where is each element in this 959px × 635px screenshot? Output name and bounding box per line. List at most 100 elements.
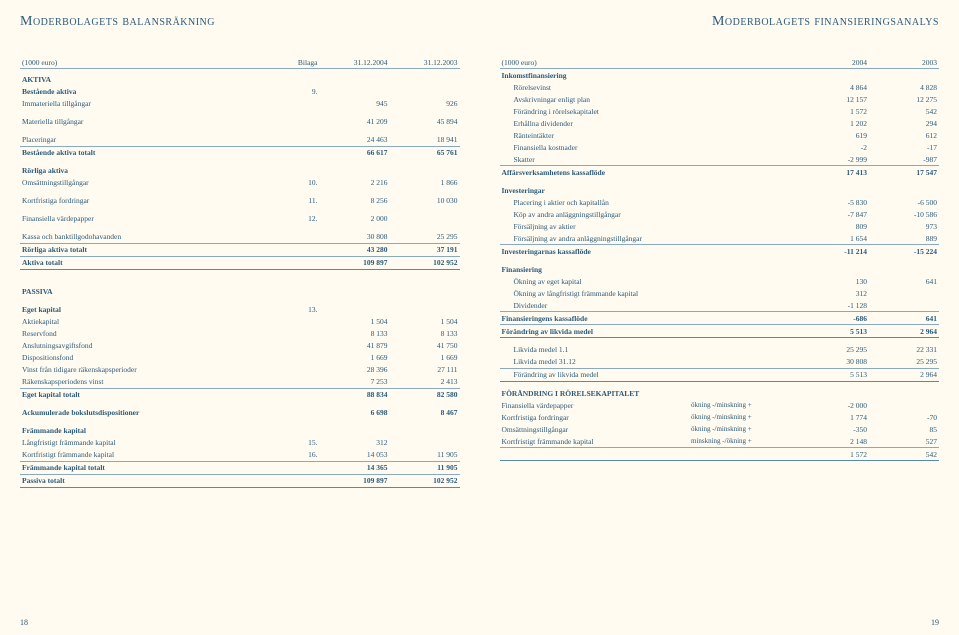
row-v1: 1 504 bbox=[320, 316, 390, 328]
table-row: Dividender -1 128 bbox=[500, 299, 940, 311]
row-label: Investeringarnas kassaflöde bbox=[500, 245, 690, 258]
row-v1 bbox=[799, 184, 869, 196]
table-row: Kortfristiga fordringarökning -/minsknin… bbox=[500, 411, 940, 423]
row-label: Försäljning av aktier bbox=[500, 220, 690, 232]
table-row: Likvida medel 31.1230 80825 295 bbox=[500, 356, 940, 368]
row-v2: 542 bbox=[869, 448, 939, 461]
table-row: Köp av andra anläggningstillgångar-7 847… bbox=[500, 208, 940, 220]
row-label: Bestående aktiva bbox=[20, 86, 290, 98]
row-v1: 1 572 bbox=[799, 448, 869, 461]
row-v1: 945 bbox=[320, 98, 390, 110]
table-row: Passiva totalt109 897102 952 bbox=[20, 474, 460, 487]
row-v2: 10 030 bbox=[390, 195, 460, 207]
row-v1: 66 617 bbox=[320, 146, 390, 159]
left-note-col: Bilaga bbox=[290, 56, 320, 69]
table-row: Kassa och banktillgodohavanden30 80825 2… bbox=[20, 231, 460, 243]
table-row: Förändring i rörelsekapitalet1 572542 bbox=[500, 105, 940, 117]
row-v2: 17 547 bbox=[869, 166, 939, 179]
row-note bbox=[689, 325, 799, 338]
row-v1: 1 774 bbox=[799, 411, 869, 423]
row-note bbox=[290, 256, 320, 269]
row-label: Förändring i rörelsekapitalet bbox=[500, 105, 690, 117]
left-c2: 31.12.2003 bbox=[390, 56, 460, 69]
row-v1: -2 bbox=[799, 141, 869, 153]
table-row: Placering i aktier och kapitallån-5 830-… bbox=[500, 196, 940, 208]
row-v2: 11 905 bbox=[390, 461, 460, 474]
row-v2: 294 bbox=[869, 117, 939, 129]
row-v2: -987 bbox=[869, 153, 939, 165]
row-label: Dividender bbox=[500, 299, 690, 311]
row-label: Immateriella tillgångar bbox=[20, 98, 290, 110]
table-row: Aktiva totalt 109 897102 952 bbox=[20, 256, 460, 269]
row-note bbox=[689, 196, 799, 208]
row-v2: 102 952 bbox=[390, 256, 460, 269]
row-note bbox=[689, 245, 799, 258]
row-v2: -6 500 bbox=[869, 196, 939, 208]
row-v2: 65 761 bbox=[390, 146, 460, 159]
table-row: Finansieringens kassaflöde-686641 bbox=[500, 312, 940, 325]
row-note bbox=[290, 425, 320, 437]
table-row: Reservfond8 1338 133 bbox=[20, 328, 460, 340]
row-note: 13. bbox=[290, 304, 320, 316]
row-label: Investeringar bbox=[500, 184, 690, 196]
row-v2: -10 586 bbox=[869, 208, 939, 220]
row-v2: 2 964 bbox=[869, 325, 939, 338]
row-v2 bbox=[390, 69, 460, 86]
left-page: Moderbolagets balansräkning (1000 euro) … bbox=[0, 0, 480, 635]
row-label: Förändring av likvida medel bbox=[500, 325, 690, 338]
row-note bbox=[689, 129, 799, 141]
row-v2 bbox=[390, 213, 460, 225]
table-row: PASSIVA bbox=[20, 281, 460, 298]
row-v2: 82 580 bbox=[390, 388, 460, 401]
row-v2: 11 905 bbox=[390, 449, 460, 461]
table-row: Förändring av likvida medel5 5132 964 bbox=[500, 368, 940, 381]
table-row: Ökning av eget kapital130641 bbox=[500, 275, 940, 287]
row-v1 bbox=[799, 263, 869, 275]
row-v1: -2 999 bbox=[799, 153, 869, 165]
row-v1: 8 256 bbox=[320, 195, 390, 207]
row-v2: 641 bbox=[869, 275, 939, 287]
row-v1: -350 bbox=[799, 423, 869, 435]
row-label: Vinst från tidigare räkenskapsperioder bbox=[20, 364, 290, 376]
table-row bbox=[20, 487, 460, 488]
row-v1: 130 bbox=[799, 275, 869, 287]
row-v1: 2 216 bbox=[320, 177, 390, 189]
row-v2: -15 224 bbox=[869, 245, 939, 258]
row-label: Rörelsevinst bbox=[500, 81, 690, 93]
row-v1: 619 bbox=[799, 129, 869, 141]
table-row: Bestående aktiva9. bbox=[20, 86, 460, 98]
row-v2: 4 828 bbox=[869, 81, 939, 93]
right-page: Moderbolagets finansieringsanalys (1000 … bbox=[480, 0, 959, 635]
cashflow-table: (1000 euro) 2004 2003 Inkomstfinansierin… bbox=[500, 56, 940, 461]
row-v2: 2 964 bbox=[869, 368, 939, 381]
row-v1: 312 bbox=[799, 287, 869, 299]
row-v1: 109 897 bbox=[320, 256, 390, 269]
row-v2: 12 275 bbox=[869, 93, 939, 105]
table-row: Investeringarnas kassaflöde-11 214-15 22… bbox=[500, 245, 940, 258]
row-label: Aktiva totalt bbox=[20, 256, 290, 269]
row-note bbox=[689, 141, 799, 153]
table-row: Vinst från tidigare räkenskapsperioder28… bbox=[20, 364, 460, 376]
row-label: Omsättningstillgångar bbox=[20, 177, 290, 189]
table-row: Skatter -2 999-987 bbox=[500, 153, 940, 165]
row-note bbox=[689, 387, 799, 399]
row-note bbox=[689, 153, 799, 165]
row-v1: 25 295 bbox=[799, 344, 869, 356]
row-note bbox=[290, 165, 320, 177]
table-row: Långfristigt främmande kapital15.312 bbox=[20, 437, 460, 449]
row-v2: -70 bbox=[869, 411, 939, 423]
row-label: Eget kapital totalt bbox=[20, 388, 290, 401]
row-v1: 1 669 bbox=[320, 352, 390, 364]
table-row: Materiella tillgångar41 20945 894 bbox=[20, 116, 460, 128]
row-v1: -1 128 bbox=[799, 299, 869, 311]
row-label: Bestående aktiva totalt bbox=[20, 146, 290, 159]
row-v2: 37 191 bbox=[390, 243, 460, 256]
row-v1 bbox=[799, 387, 869, 399]
row-label: Likvida medel 31.12 bbox=[500, 356, 690, 368]
row-note bbox=[689, 448, 799, 461]
table-row: Försäljning av andra anläggningstillgång… bbox=[500, 232, 940, 244]
row-v2 bbox=[869, 299, 939, 311]
row-label: Skatter bbox=[500, 153, 690, 165]
row-note bbox=[689, 220, 799, 232]
row-v2: 8 133 bbox=[390, 328, 460, 340]
